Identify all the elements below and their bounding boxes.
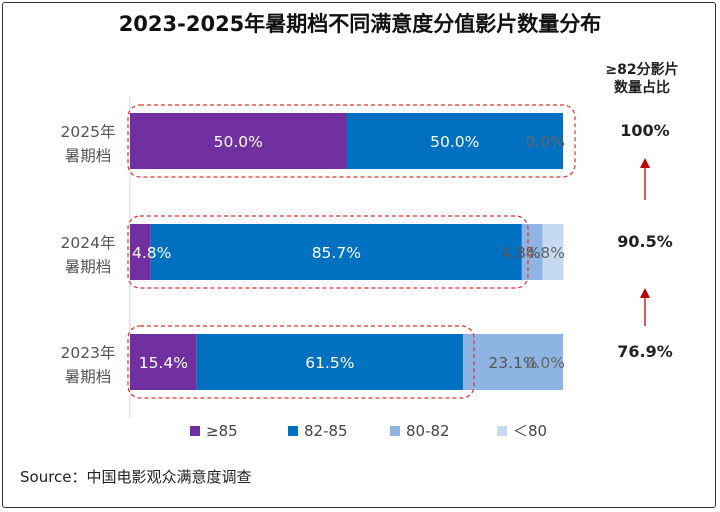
data-label: 50.0% [430, 133, 479, 151]
legend-swatch [288, 426, 298, 436]
ratio-header-line-2: 数量占比 [614, 79, 670, 96]
data-label: 0.0% [526, 354, 565, 372]
source-note: Source：中国电影观众满意度调查 [20, 468, 252, 486]
ratio-header-line-1: ≥82分影片 [605, 61, 678, 78]
highlight-box [127, 325, 475, 399]
data-label: 15.4% [139, 354, 188, 372]
data-label: 4.8% [526, 244, 565, 262]
bar-segment [521, 224, 543, 280]
legend-swatch [497, 426, 507, 436]
ratio-value: 90.5% [617, 232, 673, 251]
bar-segment [150, 224, 522, 280]
category-label: 2024年暑期档 [61, 234, 116, 276]
bar-segment [462, 334, 563, 390]
data-label: 50.0% [214, 133, 263, 151]
category-label-line: 2023年 [61, 344, 116, 362]
chart-title: 2023-2025年暑期档不同满意度分值影片数量分布 [119, 12, 602, 36]
category-label-line: 暑期档 [65, 368, 112, 386]
data-label: 4.8% [501, 244, 540, 262]
data-label: 61.5% [305, 354, 354, 372]
category-label-line: 2025年 [61, 123, 116, 141]
ratio-column: ≥82分影片 数量占比 100% 90.5% 76.9% [605, 61, 678, 361]
up-arrow-head [640, 158, 650, 168]
category-label: 2025年暑期档 [61, 123, 116, 165]
category-label-line: 暑期档 [65, 147, 112, 165]
ratio-value: 100% [620, 121, 669, 140]
bar-segment [130, 224, 151, 280]
data-label: 85.7% [312, 244, 361, 262]
legend-label: 80-82 [406, 422, 450, 440]
ratio-value: 76.9% [617, 342, 673, 361]
bar-segment [346, 113, 563, 169]
data-label: 23.1% [488, 354, 537, 372]
category-label-line: 暑期档 [65, 258, 112, 276]
legend-swatch [190, 426, 200, 436]
legend: ≥85 82-85 80-82 ＜80 [190, 422, 547, 440]
data-label: 4.8% [132, 244, 171, 262]
category-label: 2023年暑期档 [61, 344, 116, 386]
legend-swatch [390, 426, 400, 436]
bar-segment [130, 334, 197, 390]
highlight-box [127, 104, 576, 178]
category-label-line: 2024年 [61, 234, 116, 252]
data-label: 0.0% [526, 133, 565, 151]
legend-label: ＜80 [513, 422, 547, 440]
bar-segment [130, 113, 347, 169]
up-arrow-head [640, 288, 650, 298]
legend-label: 82-85 [304, 422, 348, 440]
bar-segment [196, 334, 463, 390]
bar-segment [542, 224, 564, 280]
legend-label: ≥85 [206, 422, 238, 440]
